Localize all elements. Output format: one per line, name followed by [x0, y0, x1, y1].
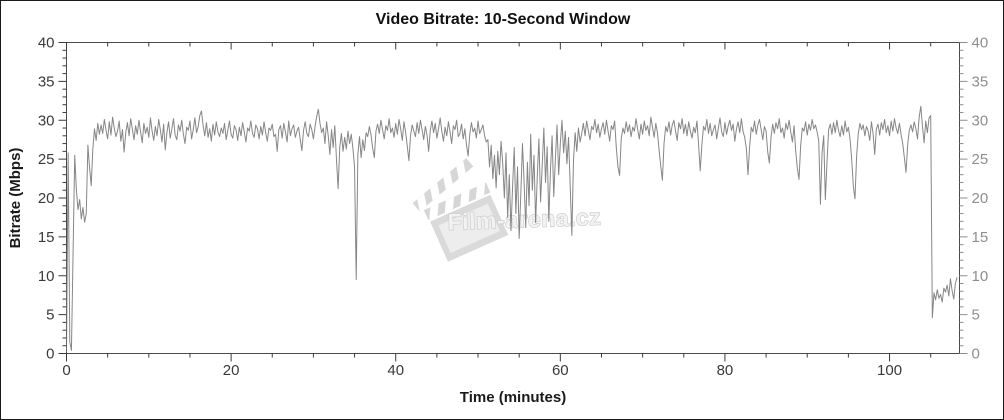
y-tick-label-right: 15 [972, 229, 989, 246]
y-tick-label-left: 35 [38, 73, 55, 90]
y-tick-label-left: 25 [38, 151, 55, 168]
x-tick-label: 80 [717, 362, 734, 379]
y-tick-label-right: 30 [972, 112, 989, 129]
y-tick-label-right: 35 [972, 73, 989, 90]
y-tick-label-right: 10 [972, 268, 989, 285]
bitrate-series-line [66, 105, 958, 352]
x-tick-label: 100 [877, 362, 902, 379]
y-tick-label-right: 40 [972, 35, 989, 52]
filmarena-watermark: Film-arena.cz [412, 158, 602, 262]
y-tick-label-left: 15 [38, 229, 55, 246]
clapperboard-icon [412, 158, 509, 262]
y-tick-label-left: 5 [46, 307, 54, 324]
y-axis-label: Bitrate (Mbps) [7, 148, 24, 249]
y-tick-label-left: 20 [38, 190, 55, 207]
y-tick-label-left: 0 [46, 346, 54, 363]
x-tick-label: 0 [62, 362, 70, 379]
y-tick-label-left: 40 [38, 35, 55, 52]
chart-title: Video Bitrate: 10-Second Window [376, 11, 631, 28]
y-tick-label-right: 20 [972, 190, 989, 207]
x-tick-label: 20 [223, 362, 240, 379]
x-tick-label: 40 [387, 362, 404, 379]
y-tick-label-right: 25 [972, 151, 989, 168]
x-axis-label: Time (minutes) [460, 389, 566, 406]
y-tick-label-left: 10 [38, 268, 55, 285]
y-tick-label-left: 30 [38, 112, 55, 129]
x-tick-label: 60 [552, 362, 569, 379]
y-tick-label-right: 5 [972, 307, 980, 324]
y-tick-label-right: 0 [972, 346, 980, 363]
watermark-text: Film-arena.cz [447, 204, 601, 235]
